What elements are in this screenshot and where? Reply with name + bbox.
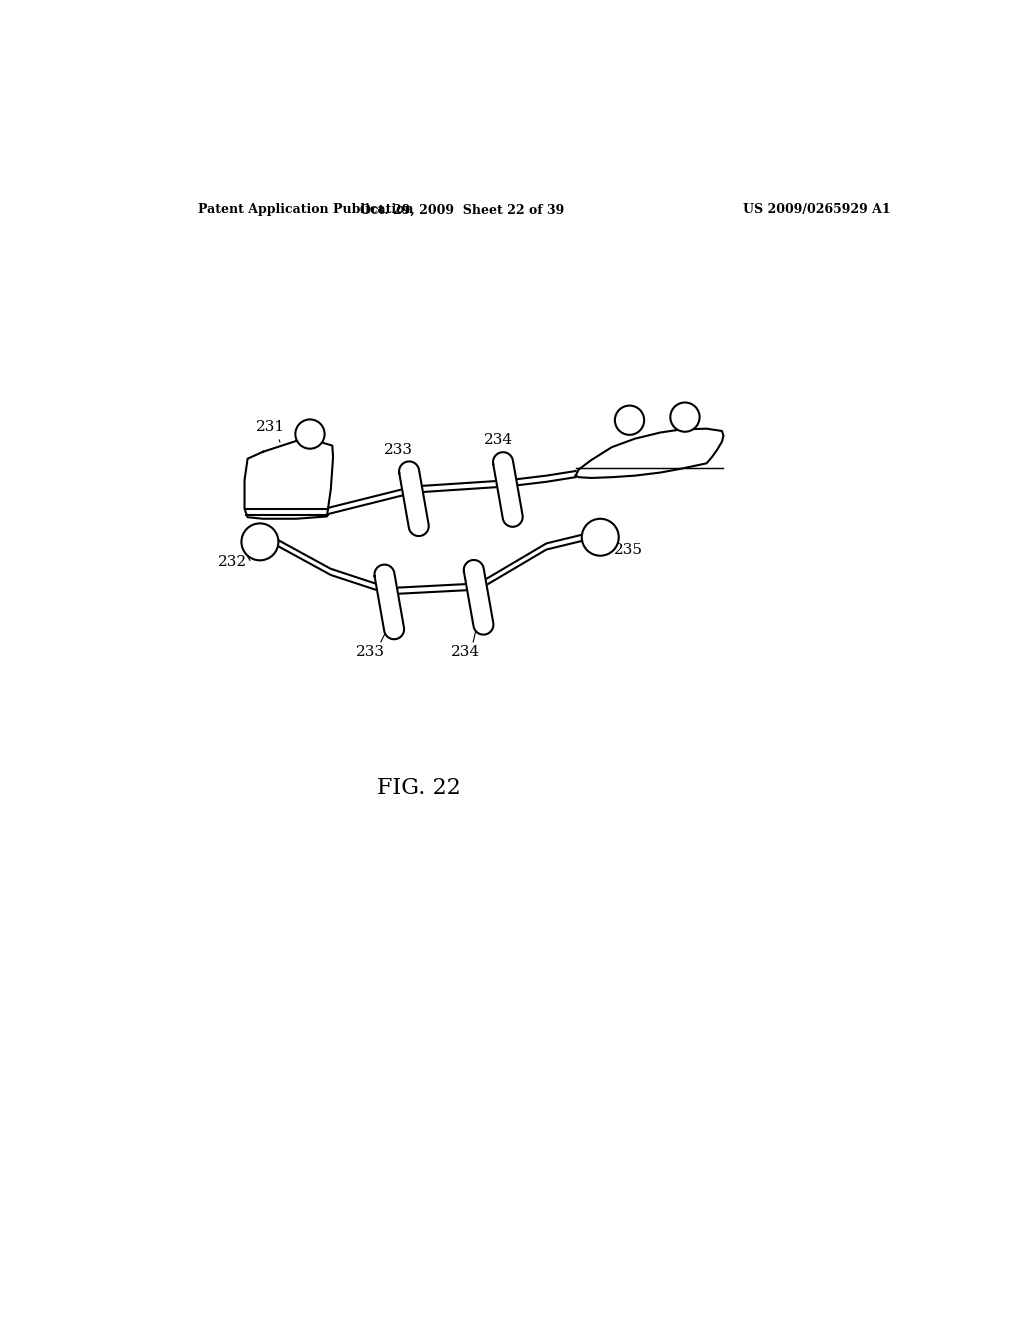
Polygon shape [375, 565, 404, 639]
Circle shape [242, 524, 279, 561]
Polygon shape [493, 453, 522, 527]
Circle shape [671, 403, 699, 432]
Text: FIG. 22: FIG. 22 [378, 777, 461, 799]
Text: US 2009/0265929 A1: US 2009/0265929 A1 [742, 203, 890, 216]
Text: 233: 233 [384, 444, 413, 457]
Circle shape [582, 519, 618, 556]
Text: 234: 234 [484, 433, 513, 447]
Polygon shape [399, 462, 429, 536]
Text: Oct. 29, 2009  Sheet 22 of 39: Oct. 29, 2009 Sheet 22 of 39 [359, 203, 564, 216]
Circle shape [614, 405, 644, 434]
Text: 235: 235 [614, 543, 643, 557]
Text: 232: 232 [218, 554, 247, 569]
Circle shape [295, 420, 325, 449]
Polygon shape [575, 429, 724, 478]
Text: 231: 231 [256, 420, 286, 434]
Text: 234: 234 [451, 645, 480, 659]
Text: 233: 233 [356, 645, 385, 659]
Text: Patent Application Publication: Patent Application Publication [199, 203, 414, 216]
Polygon shape [245, 438, 333, 519]
Polygon shape [464, 560, 494, 635]
